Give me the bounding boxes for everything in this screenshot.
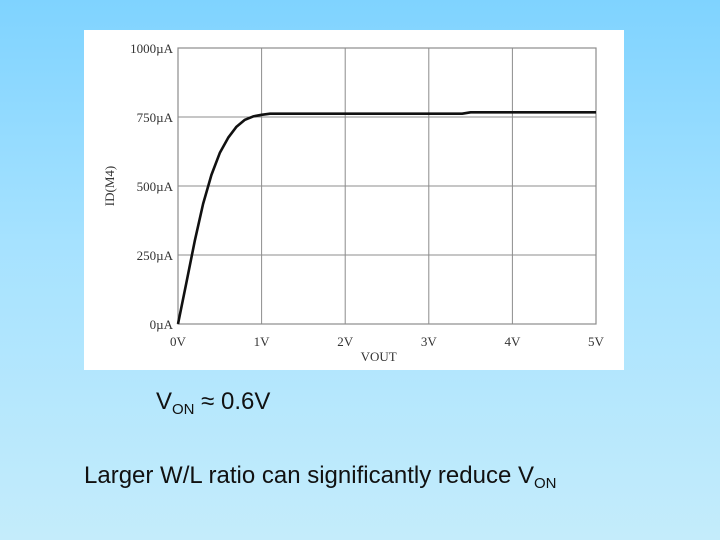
von-caption-rest: ≈ 0.6V: [194, 388, 271, 415]
y-tick-label: 250µA: [137, 248, 174, 263]
chart-panel: 0V 1V 2V 3V 4V 5V 0µA 250µA 500µA 750µA 1000µA VOUT…: [84, 30, 624, 370]
von-caption-sub: ON: [172, 401, 195, 418]
y-tick-label: 1000µA: [130, 41, 173, 56]
wl-caption-main: Larger W/L ratio can significantly reduc…: [84, 462, 534, 489]
x-tick-label: 1V: [254, 334, 271, 349]
plot-frame: [177, 47, 597, 325]
y-tick-label: 750µA: [137, 110, 174, 125]
id-vout-curve: [176, 111, 596, 325]
x-tick-label: 4V: [504, 334, 521, 349]
wl-ratio-caption: Larger W/L ratio can significantly reduc…: [84, 462, 557, 492]
y-tick-label: 500µA: [137, 179, 174, 194]
y-axis-title: ID(M4): [102, 166, 117, 206]
von-caption-main: V: [156, 388, 173, 415]
x-tick-label: 0V: [170, 334, 187, 349]
wl-caption-sub: ON: [534, 475, 557, 492]
chart-svg: 0V 1V 2V 3V 4V 5V 0µA 250µA 500µA 750µA 1000µA VOUT…: [102, 41, 605, 364]
x-axis-title: VOUT: [361, 349, 397, 364]
x-tick-label: 5V: [588, 334, 605, 349]
y-tick-label: 0µA: [150, 317, 174, 332]
von-caption: VON ≈ 0.6V: [156, 388, 270, 418]
x-tick-label: 3V: [421, 334, 438, 349]
x-tick-label: 2V: [337, 334, 354, 349]
